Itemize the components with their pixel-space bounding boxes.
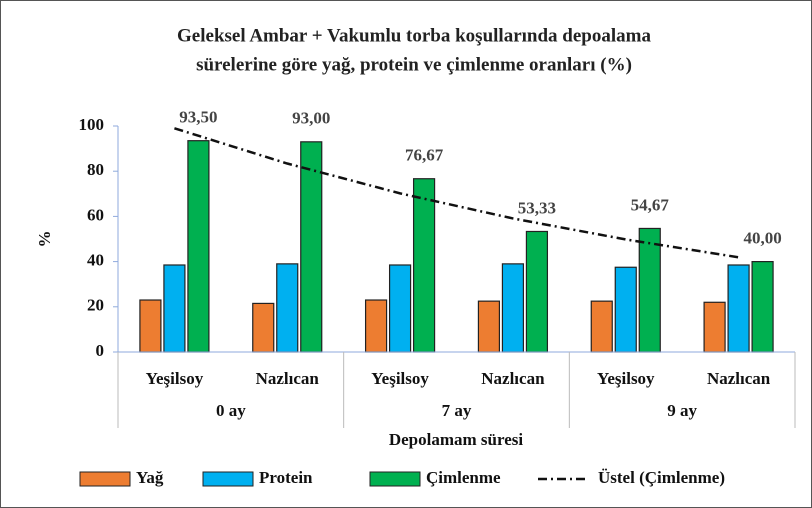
bar [525, 230, 549, 353]
bar [388, 264, 412, 353]
legend-label: Üstel (Çimlenme) [598, 468, 725, 487]
y-axis-title: % [35, 231, 54, 248]
bar [364, 299, 388, 353]
bar [276, 263, 299, 353]
y-tick-label: 0 [96, 341, 105, 360]
bar [163, 264, 186, 353]
bar [614, 266, 637, 353]
bar [590, 300, 613, 353]
bar [703, 301, 726, 353]
x-tick-label: Yeşilsoy [371, 369, 429, 388]
x-tick-label: Yeşilsoy [146, 369, 204, 388]
y-tick-label: 80 [87, 160, 104, 179]
legend-label: Yağ [136, 468, 164, 487]
y-tick-label: 20 [87, 296, 104, 315]
data-label: 54,67 [631, 195, 670, 214]
x-tick-label: Nazlıcan [481, 369, 545, 388]
group-label: 7 ay [442, 401, 472, 420]
data-label: 40,00 [743, 229, 781, 248]
legend-label: Protein [259, 468, 313, 487]
data-label: 53,33 [518, 198, 556, 217]
chart-title: sürelerine göre yağ, protein ve çimlenme… [196, 54, 632, 75]
y-tick-label: 40 [87, 251, 104, 270]
bar [187, 140, 210, 353]
legend-swatch [369, 471, 421, 487]
bar [501, 263, 525, 353]
x-tick-label: Yeşilsoy [597, 369, 655, 388]
bar [300, 141, 323, 353]
group-label: 0 ay [216, 401, 246, 420]
data-label: 93,50 [179, 108, 217, 127]
y-tick-label: 60 [87, 205, 104, 224]
x-tick-label: Nazlıcan [256, 369, 320, 388]
bar [727, 264, 750, 353]
bar [412, 178, 436, 353]
bar [751, 261, 774, 353]
legend-label: Çimlenme [426, 468, 501, 487]
bar [638, 227, 661, 353]
x-tick-label: Nazlıcan [707, 369, 771, 388]
x-axis-title: Depolamam süresi [389, 430, 524, 449]
bar [252, 302, 275, 353]
chart-title: Geleksel Ambar + Vakumlu torba koşulları… [177, 25, 651, 46]
legend-swatch [202, 471, 254, 487]
group-label: 9 ay [667, 401, 697, 420]
legend-swatch [79, 471, 131, 487]
bar [477, 300, 501, 353]
bar [139, 299, 162, 353]
trend-line [174, 127, 739, 259]
y-tick-label: 100 [79, 115, 105, 134]
data-label: 76,67 [405, 146, 444, 165]
data-label: 93,00 [292, 109, 330, 128]
